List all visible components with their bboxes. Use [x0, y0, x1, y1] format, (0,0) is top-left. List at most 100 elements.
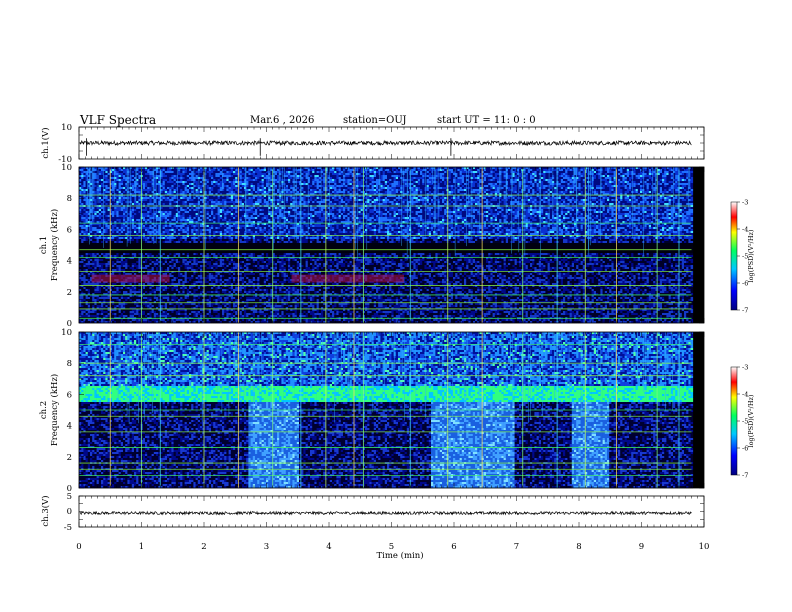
spectrogram-cell: [160, 247, 163, 250]
spectrogram-cell: [109, 289, 113, 292]
spectrogram-cell: [169, 295, 172, 298]
spectrogram-cell: [202, 195, 205, 198]
spectrogram-cell: [83, 267, 86, 270]
spectrogram-cell: [206, 295, 210, 298]
spectrogram-cell: [160, 171, 163, 174]
spectrogram-cell: [138, 267, 141, 270]
spectrogram-cell: [125, 239, 128, 242]
spectrogram-cell: [123, 265, 126, 268]
spectrogram-cell: [125, 247, 128, 250]
spectrogram-cell: [200, 311, 203, 314]
spectrogram-cell: [211, 227, 214, 230]
spectrogram-cell: [180, 187, 183, 190]
spectrogram-cell: [79, 273, 82, 276]
spectrogram-cell: [136, 251, 139, 254]
spectrogram-cell: [87, 259, 91, 262]
spectrogram-cell: [118, 169, 122, 172]
spectrogram-cell: [213, 181, 216, 184]
spectrogram-cell: [145, 191, 148, 194]
spectrogram-cell: [87, 233, 91, 236]
spectrogram-cell: [101, 291, 104, 294]
spectrogram-cell: [175, 285, 179, 288]
spectrogram-cell: [101, 307, 104, 310]
spectrogram-cell: [189, 245, 192, 248]
spectrogram-cell: [193, 221, 196, 224]
spectrogram-cell: [94, 259, 97, 262]
spectrogram-cell: [114, 297, 117, 300]
spectrogram-cell: [171, 301, 174, 304]
spectrogram-cell: [206, 239, 210, 242]
spectrogram-cell: [107, 241, 111, 244]
spectrogram-cell: [103, 173, 106, 176]
spectrogram-cell: [79, 235, 82, 238]
spectrogram-cell: [173, 191, 177, 194]
spectrogram-cell: [116, 285, 119, 288]
spectrogram-cell: [101, 201, 104, 204]
spectrogram-cell: [138, 203, 141, 206]
spectrogram-cell: [160, 197, 163, 200]
spectrogram-cell: [173, 221, 177, 224]
spectrogram-cell: [123, 249, 126, 252]
spectrogram-cell: [202, 185, 205, 188]
spectrogram-cell: [142, 321, 146, 324]
spectrogram-cell: [120, 187, 124, 190]
spectrogram-cell: [186, 219, 190, 222]
spectrogram-cell: [206, 235, 210, 238]
spectrogram-cell: [125, 295, 128, 298]
spectrogram-cell: [164, 183, 168, 186]
spectrogram-cell: [151, 285, 155, 288]
spectrogram-cell: [158, 301, 161, 304]
spectrogram-cell: [79, 233, 82, 236]
spectrogram-cell: [114, 239, 117, 242]
spectrogram-cell: [208, 311, 212, 314]
spectrogram-cell: [83, 269, 86, 272]
spectrogram-cell: [105, 297, 108, 300]
spectrogram-cell: [171, 257, 174, 260]
spectrogram-cell: [193, 183, 196, 186]
spectrogram-cell: [206, 223, 210, 226]
spectrogram-cell: [109, 283, 113, 286]
spectrogram-cell: [142, 167, 146, 170]
spectrogram-cell: [204, 257, 207, 260]
spectrogram-cell: [98, 191, 102, 194]
spectrogram-cell: [138, 289, 141, 292]
spectrogram-cell: [171, 209, 174, 212]
spectrogram-cell: [169, 259, 172, 262]
spectrogram-cell: [189, 199, 192, 202]
spectrogram-cell: [184, 179, 188, 182]
spectrogram-cell: [118, 183, 122, 186]
spectrogram-cell: [189, 167, 192, 170]
spectrogram-cell: [116, 261, 119, 264]
spectrogram-cell: [118, 237, 122, 240]
spectrogram-cell: [193, 169, 196, 172]
spectrogram-cell: [160, 195, 163, 198]
spectrogram-cell: [162, 175, 166, 178]
spectrogram-cell: [178, 277, 181, 280]
spectrogram-cell: [171, 223, 174, 226]
spectrogram-cell: [83, 303, 86, 306]
spectrogram-cell: [96, 261, 100, 264]
spectrogram-cell: [158, 237, 161, 240]
spectrogram-cell: [191, 219, 194, 222]
spectrogram-cell: [211, 321, 214, 324]
spectrogram-cell: [92, 197, 95, 200]
spectrogram-cell: [131, 213, 135, 216]
spectrogram-cell: [107, 227, 111, 230]
spectrogram-cell: [167, 199, 170, 202]
spectrogram-cell: [114, 229, 117, 232]
spectrogram-cell: [94, 243, 97, 246]
spectrogram-cell: [92, 255, 95, 258]
spectrogram-cell: [107, 299, 111, 302]
spectrogram-cell: [195, 275, 199, 278]
spectrogram-cell: [138, 321, 141, 324]
spectrogram-cell: [182, 281, 185, 284]
spectrogram-cell: [197, 321, 201, 324]
spectrogram-cell: [167, 251, 170, 254]
spectrogram-cell: [87, 231, 91, 234]
spectrogram-cell: [175, 221, 179, 224]
spectrogram-cell: [169, 311, 172, 314]
spectrogram-cell: [112, 237, 115, 240]
spectrogram-cell: [153, 263, 157, 266]
spectrogram-cell: [153, 211, 157, 214]
spectrogram-cell: [145, 311, 148, 314]
